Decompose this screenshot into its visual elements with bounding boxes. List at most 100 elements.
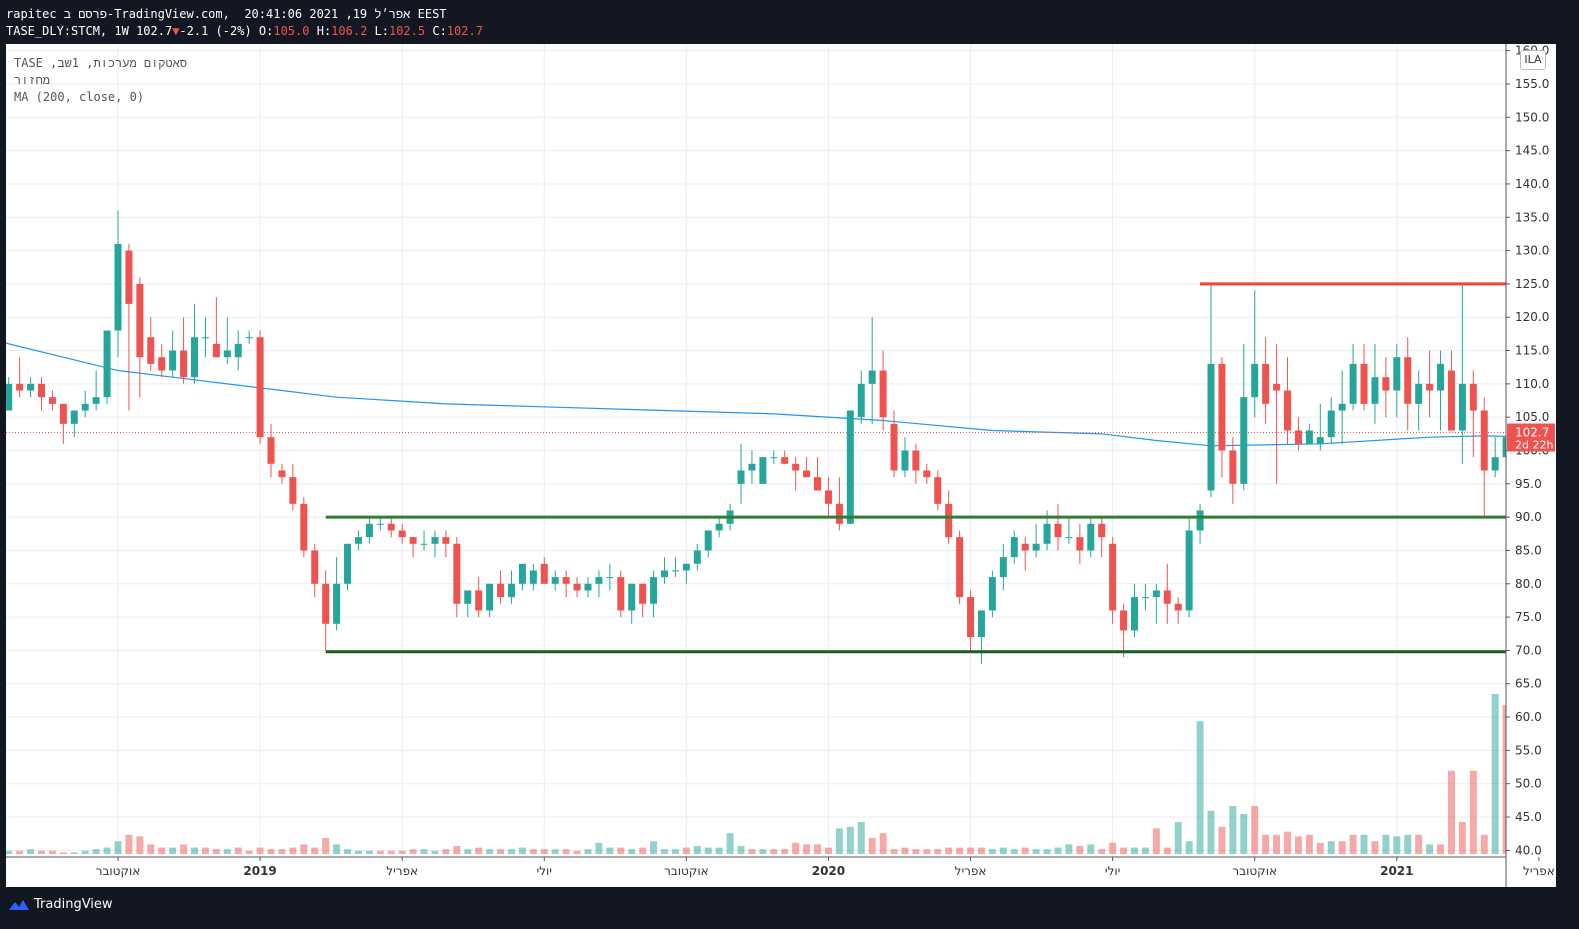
candle-body xyxy=(803,470,811,478)
close-label: C: xyxy=(432,24,447,38)
volume-bar xyxy=(1076,846,1084,854)
volume-bar xyxy=(497,849,505,854)
candle-body xyxy=(344,543,352,584)
candle-body xyxy=(27,383,35,391)
candle-body xyxy=(81,403,89,411)
candle-body xyxy=(1316,437,1324,444)
candle-body xyxy=(1349,363,1357,404)
volume-bar xyxy=(1065,844,1073,854)
volume-bar xyxy=(212,849,220,854)
volume-bar xyxy=(1141,847,1149,854)
candle-body xyxy=(748,463,756,471)
volume-bar xyxy=(945,847,953,854)
candle-body xyxy=(376,523,384,525)
volume-bar xyxy=(518,847,526,854)
volume-bar xyxy=(1338,841,1346,854)
candle-body xyxy=(201,337,209,339)
volume-bar xyxy=(398,850,406,854)
volume-bar xyxy=(977,847,985,854)
volume-bar xyxy=(693,846,701,854)
volume-bar xyxy=(344,849,352,854)
candle-body xyxy=(1338,403,1346,411)
candle-body xyxy=(704,530,712,551)
y-tick-label: 125.0 xyxy=(1515,277,1549,291)
close-value: 102.7 xyxy=(446,24,483,38)
volume-bar xyxy=(846,826,854,854)
candle-body xyxy=(1185,530,1193,611)
volume-bar xyxy=(1120,847,1128,854)
candle-body xyxy=(628,583,636,611)
publisher-text: rapitec פרסם ב-TradingView.com, אפר׳ל 19… xyxy=(6,7,447,21)
x-tick-label: 2020 xyxy=(812,864,845,878)
volume-bar xyxy=(573,850,581,854)
currency-badge[interactable]: ILA xyxy=(1520,50,1546,70)
volume-bar xyxy=(1327,841,1335,854)
candle-body xyxy=(1447,370,1455,431)
candle-body xyxy=(409,537,417,544)
volume-bar xyxy=(442,849,450,854)
candle-body xyxy=(453,543,461,604)
candle-body xyxy=(5,383,13,411)
volume-bar xyxy=(704,847,712,854)
volume-bar xyxy=(1032,849,1040,854)
volume-bar xyxy=(1229,806,1237,854)
candle-body xyxy=(988,577,996,611)
volume-bar xyxy=(289,847,297,854)
candle-body xyxy=(1054,523,1062,538)
candle-body xyxy=(934,477,942,504)
volume-bar xyxy=(223,849,231,854)
candle-body xyxy=(365,523,373,538)
candle-body xyxy=(584,583,592,591)
chart-legend: TASE ,סאטקום מערכות, 1שב מחזור MA (200, cl… xyxy=(14,55,187,106)
price-axis[interactable] xyxy=(1506,44,1556,887)
candle-body xyxy=(398,530,406,538)
volume-bar xyxy=(967,847,975,854)
candle-body xyxy=(431,537,439,544)
x-tick-label: 2019 xyxy=(243,864,276,878)
price-chart[interactable]: 40.0 45.0 50.0 55.0 60.0 65.0 70.0 75.0 80.0 85.0… xyxy=(0,44,1579,887)
volume-bar xyxy=(956,847,964,854)
candle-body xyxy=(1371,377,1379,404)
chart-area[interactable]: 40.0 45.0 50.0 55.0 60.0 65.0 70.0 75.0 80.0 85.0… xyxy=(0,44,1579,887)
candle-body xyxy=(103,330,111,398)
volume-bar xyxy=(409,849,417,854)
volume-bar xyxy=(147,844,155,854)
volume-bar xyxy=(1349,834,1357,854)
candle-body xyxy=(661,570,668,578)
volume-bar xyxy=(1185,841,1193,854)
candle-body xyxy=(846,410,854,524)
volume-bar xyxy=(650,841,658,854)
candle-body xyxy=(671,570,679,572)
volume-bar xyxy=(354,850,362,854)
candle-body xyxy=(1393,357,1401,391)
candle-body xyxy=(890,423,898,471)
candle-body xyxy=(1327,410,1335,438)
volume-bar xyxy=(125,834,133,854)
down-arrow-icon: ▼ xyxy=(172,24,180,38)
candle-body xyxy=(956,537,964,598)
volume-bar xyxy=(1240,814,1248,854)
y-tick-label: 140.0 xyxy=(1515,177,1549,191)
x-tick-label: אוקטובר xyxy=(664,864,709,878)
candle-body xyxy=(901,450,909,471)
candle-body xyxy=(1163,590,1171,604)
candle-body xyxy=(1404,357,1412,404)
candle-body xyxy=(781,457,789,464)
candle-body xyxy=(180,350,188,378)
legend-ma: MA (200, close, 0) xyxy=(14,90,145,104)
candle-body xyxy=(256,337,264,438)
price-badge-countdown: 2d 22h xyxy=(1515,439,1553,452)
candle-body xyxy=(1415,383,1423,404)
price-badge xyxy=(1507,423,1555,452)
price-change: -2.1 (-2%) xyxy=(179,24,252,38)
volume-bar xyxy=(912,849,920,854)
candle-body xyxy=(759,457,767,484)
candle-body xyxy=(420,543,428,545)
volume-bar xyxy=(1098,849,1106,854)
candle-body xyxy=(1305,430,1313,444)
volume-bar xyxy=(1262,834,1270,854)
volume-bar xyxy=(420,849,428,854)
candle-body xyxy=(1480,410,1488,471)
volume-bar xyxy=(792,842,800,854)
volume-bar xyxy=(529,849,537,854)
